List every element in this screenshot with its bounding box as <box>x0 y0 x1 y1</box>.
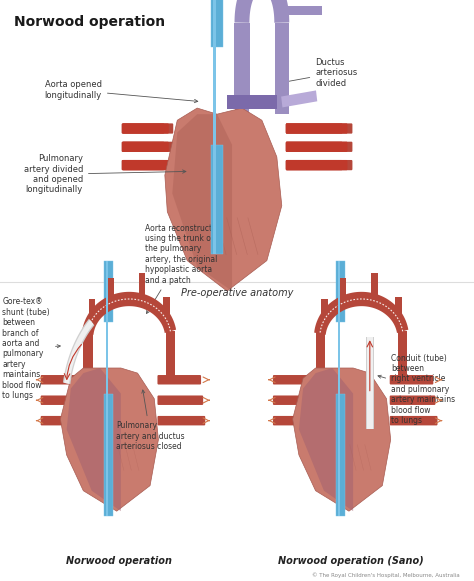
FancyBboxPatch shape <box>286 123 342 134</box>
FancyBboxPatch shape <box>121 160 173 170</box>
Polygon shape <box>338 261 340 517</box>
Polygon shape <box>163 297 170 320</box>
FancyBboxPatch shape <box>390 416 438 425</box>
Polygon shape <box>275 23 289 114</box>
FancyBboxPatch shape <box>123 142 164 152</box>
FancyBboxPatch shape <box>121 123 173 134</box>
Text: Aorta reconstructed
using the trunk of
the pulmonary
artery, the original
hypopl: Aorta reconstructed using the trunk of t… <box>145 224 221 314</box>
Polygon shape <box>211 145 223 254</box>
FancyBboxPatch shape <box>286 142 353 152</box>
FancyBboxPatch shape <box>286 160 353 170</box>
Polygon shape <box>67 368 121 511</box>
Polygon shape <box>64 320 93 384</box>
Polygon shape <box>398 331 407 378</box>
Polygon shape <box>234 23 250 108</box>
FancyBboxPatch shape <box>41 416 84 425</box>
FancyBboxPatch shape <box>123 123 164 134</box>
Polygon shape <box>316 331 325 389</box>
Polygon shape <box>82 292 176 335</box>
Polygon shape <box>173 114 232 291</box>
FancyBboxPatch shape <box>390 396 436 405</box>
Polygon shape <box>281 91 317 107</box>
Polygon shape <box>166 331 175 378</box>
FancyBboxPatch shape <box>286 123 347 134</box>
Polygon shape <box>103 261 113 322</box>
Text: © The Royal Children's Hospital, Melbourne, Australia: © The Royal Children's Hospital, Melbour… <box>312 572 460 578</box>
FancyBboxPatch shape <box>286 142 347 152</box>
Polygon shape <box>235 108 249 267</box>
Polygon shape <box>83 331 92 389</box>
Text: Norwood operation (Sano): Norwood operation (Sano) <box>278 557 424 566</box>
Text: Pre-operative anatomy: Pre-operative anatomy <box>181 288 293 297</box>
Text: Ductus
arteriosus
divided: Ductus arteriosus divided <box>276 58 357 88</box>
Polygon shape <box>367 338 373 429</box>
FancyBboxPatch shape <box>273 416 317 425</box>
FancyBboxPatch shape <box>41 396 82 405</box>
FancyBboxPatch shape <box>122 160 169 170</box>
FancyBboxPatch shape <box>273 375 312 385</box>
Polygon shape <box>107 278 114 303</box>
Polygon shape <box>371 272 378 301</box>
Polygon shape <box>299 368 353 511</box>
Polygon shape <box>339 278 346 303</box>
Text: Norwood operation: Norwood operation <box>14 15 165 28</box>
Polygon shape <box>63 319 94 384</box>
FancyBboxPatch shape <box>121 142 173 152</box>
Polygon shape <box>336 261 346 322</box>
FancyBboxPatch shape <box>273 396 314 405</box>
Polygon shape <box>89 299 95 320</box>
Text: Aorta opened
longitudinally: Aorta opened longitudinally <box>45 80 198 103</box>
FancyBboxPatch shape <box>122 142 169 152</box>
Polygon shape <box>395 297 402 320</box>
FancyBboxPatch shape <box>286 160 347 170</box>
Text: Norwood operation: Norwood operation <box>65 557 172 566</box>
Polygon shape <box>227 95 277 109</box>
FancyBboxPatch shape <box>123 160 164 170</box>
Polygon shape <box>314 292 408 335</box>
Text: Conduit (tube)
between
right ventricle
and pulmonary
artery maintains
blood flow: Conduit (tube) between right ventricle a… <box>378 354 455 425</box>
Polygon shape <box>211 0 223 47</box>
Polygon shape <box>321 299 328 320</box>
Polygon shape <box>139 272 146 301</box>
Polygon shape <box>60 368 158 511</box>
Text: Pulmonary
artery and ductus
arteriosus closed: Pulmonary artery and ductus arteriosus c… <box>116 390 185 451</box>
Polygon shape <box>103 393 113 517</box>
FancyBboxPatch shape <box>157 396 203 405</box>
Text: Gore-tex®
shunt (tube)
between
branch of
aorta and
pulmonary
artery
maintains
bl: Gore-tex® shunt (tube) between branch of… <box>2 297 60 400</box>
FancyBboxPatch shape <box>122 123 169 134</box>
Polygon shape <box>106 261 108 517</box>
FancyBboxPatch shape <box>286 123 353 134</box>
Polygon shape <box>292 368 391 511</box>
Polygon shape <box>282 6 321 15</box>
FancyBboxPatch shape <box>41 375 80 385</box>
Text: Pulmonary
artery divided
and opened
longitudinally: Pulmonary artery divided and opened long… <box>24 154 186 195</box>
Polygon shape <box>336 393 346 517</box>
Polygon shape <box>235 0 289 23</box>
FancyBboxPatch shape <box>390 375 433 385</box>
FancyBboxPatch shape <box>157 416 205 425</box>
Polygon shape <box>165 108 282 291</box>
Polygon shape <box>365 338 374 429</box>
Polygon shape <box>213 0 216 254</box>
FancyBboxPatch shape <box>157 375 201 385</box>
FancyBboxPatch shape <box>286 160 342 170</box>
FancyBboxPatch shape <box>286 142 342 152</box>
